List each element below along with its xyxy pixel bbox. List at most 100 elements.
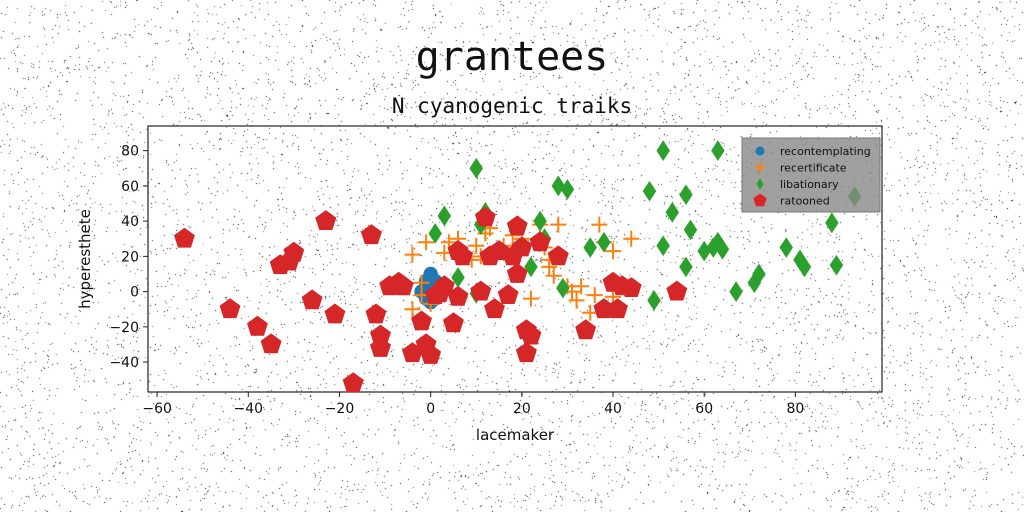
series-ratooned — [174, 206, 688, 393]
legend-marker — [755, 162, 765, 173]
data-point — [779, 237, 794, 258]
data-point — [597, 231, 611, 253]
data-point — [506, 215, 528, 236]
data-point — [575, 319, 597, 340]
data-point — [591, 216, 608, 233]
data-point — [418, 234, 435, 251]
data-point — [706, 237, 721, 258]
data-point — [470, 280, 492, 301]
data-point — [568, 292, 585, 309]
data-point — [586, 287, 603, 304]
data-point — [484, 298, 505, 319]
data-point — [370, 337, 391, 357]
legend-marker — [753, 193, 767, 207]
data-point — [404, 246, 421, 263]
y-tick-label: 20 — [121, 249, 139, 265]
chart-subtitle: N cyanogenic traiks — [391, 94, 633, 118]
data-point — [666, 280, 688, 301]
y-tick-label: 0 — [130, 285, 139, 301]
data-point — [420, 344, 442, 364]
data-point — [533, 210, 547, 232]
data-point — [324, 303, 346, 324]
x-tick-label: 80 — [786, 401, 804, 417]
x-tick-label: −60 — [142, 401, 172, 417]
x-axis-label: lacemaker — [476, 426, 555, 444]
y-axis-label: hyperesthete — [76, 209, 94, 309]
data-point — [451, 267, 465, 288]
data-point — [411, 310, 432, 331]
x-tick-label: 20 — [513, 401, 531, 417]
data-point — [437, 205, 452, 227]
data-point — [541, 258, 558, 275]
legend: recontemplating recertificate libationary r… — [741, 137, 881, 213]
data-points — [174, 140, 862, 393]
data-point — [452, 245, 473, 266]
data-point — [551, 175, 566, 197]
data-point — [556, 277, 570, 299]
data-point — [247, 315, 268, 336]
data-point — [697, 240, 711, 262]
data-point — [174, 227, 195, 248]
data-point — [620, 277, 642, 297]
data-point — [656, 235, 670, 257]
data-point — [642, 180, 657, 202]
y-tick-label: 80 — [121, 144, 139, 160]
data-point — [515, 342, 537, 363]
data-point — [468, 237, 485, 254]
data-point — [315, 210, 337, 230]
data-point — [529, 231, 551, 252]
y-tick-label: 60 — [121, 179, 139, 195]
data-point — [342, 372, 364, 393]
data-point — [260, 333, 282, 354]
data-point — [522, 290, 539, 307]
data-point — [443, 312, 464, 333]
data-point — [219, 298, 241, 319]
data-point — [301, 289, 323, 310]
data-point — [715, 238, 730, 260]
data-point — [433, 275, 455, 296]
data-point — [683, 219, 698, 241]
data-point — [404, 301, 421, 318]
data-point — [711, 140, 725, 162]
data-point — [752, 263, 766, 285]
data-point — [607, 298, 628, 319]
data-point — [656, 140, 670, 162]
data-point — [392, 275, 414, 296]
data-point — [520, 324, 542, 345]
data-point — [583, 237, 597, 258]
data-point — [506, 263, 528, 283]
data-point — [547, 245, 569, 266]
y-tick-label: −20 — [109, 320, 139, 336]
data-point — [797, 256, 812, 278]
data-point — [573, 278, 590, 295]
data-point — [593, 298, 615, 319]
y-tick-label: 40 — [121, 214, 139, 230]
data-point — [747, 272, 762, 294]
data-point — [829, 254, 844, 276]
data-point — [545, 267, 562, 284]
legend-label: libationary — [780, 178, 839, 191]
data-point — [550, 216, 567, 233]
data-point — [428, 223, 442, 244]
legend-label: recertificate — [780, 162, 847, 175]
data-point — [679, 184, 693, 206]
legend-marker — [755, 146, 765, 156]
x-tick-label: 40 — [604, 401, 622, 417]
legend-label: ratooned — [780, 195, 830, 208]
data-point — [365, 303, 387, 324]
data-point — [524, 256, 538, 278]
data-point — [370, 324, 391, 345]
data-point — [474, 206, 496, 227]
x-tick-label: 60 — [695, 401, 713, 417]
data-point — [582, 304, 599, 321]
plot-frame — [147, 125, 883, 393]
data-point — [605, 243, 622, 260]
chart-title: grantees — [415, 34, 609, 80]
data-point — [469, 157, 483, 179]
data-point — [360, 224, 382, 245]
data-point — [497, 284, 519, 304]
x-tick-label: 0 — [426, 401, 435, 417]
data-point — [447, 285, 469, 306]
axes: −60 −40 −20 0 20 40 60 80 −40 −20 0 20 40 60 80 — [109, 125, 883, 417]
